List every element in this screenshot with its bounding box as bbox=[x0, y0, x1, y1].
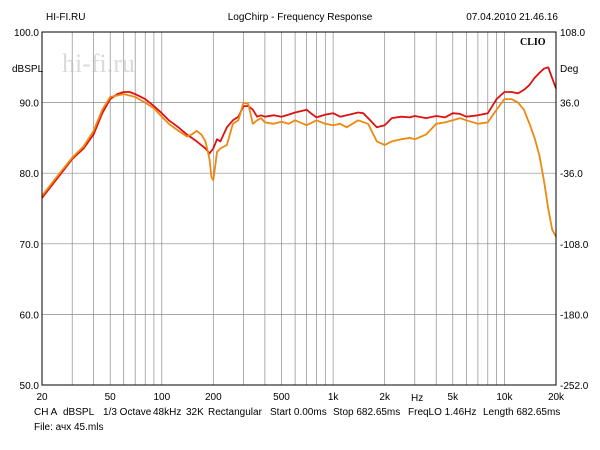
x-tick-label: 50 bbox=[105, 392, 117, 403]
y-tick-label-left: 60.0 bbox=[20, 310, 40, 321]
y-tick-label-right: 108.0 bbox=[560, 28, 585, 39]
x-tick-label: 20 bbox=[36, 392, 48, 403]
series-lines bbox=[41, 66, 557, 238]
axis-ticks: 20 50 100 200 500 1k 2k 5k 10k 20k 50.0 -252.0 60.0 -… bbox=[14, 28, 589, 403]
footer-freqlo: FreqLO 1.46Hz bbox=[408, 407, 477, 418]
y-tick-label-right: -36.0 bbox=[560, 169, 583, 180]
clio-brand-label: CLIO bbox=[520, 37, 546, 48]
footer-start: Start 0.00ms bbox=[270, 407, 327, 418]
header-left-label: HI-FI.RU bbox=[46, 12, 86, 23]
x-tick-label: 20k bbox=[548, 392, 565, 403]
timestamp: 07.04.2010 21.46.16 bbox=[466, 12, 558, 23]
footer-stop: Stop 682.65ms bbox=[333, 407, 401, 418]
footer-channel: CH A bbox=[34, 407, 58, 418]
series-line-2 bbox=[41, 93, 557, 238]
watermark-logo: hi-fi.ru bbox=[62, 49, 135, 78]
y-axis-right-label: Deg bbox=[560, 64, 578, 75]
x-axis-unit-label: Hz bbox=[411, 393, 423, 404]
footer-file: File: ачх 45.mls bbox=[34, 422, 104, 433]
plot-frame bbox=[41, 31, 557, 386]
y-tick-label-left: 90.0 bbox=[20, 99, 40, 110]
y-tick-label-right: -108.0 bbox=[560, 240, 589, 251]
x-tick-label: 1k bbox=[328, 392, 340, 403]
x-tick-label: 10k bbox=[496, 392, 513, 403]
footer-sample-rate: 48kHz bbox=[153, 407, 182, 418]
series-line-1 bbox=[41, 66, 557, 199]
footer-smoothing: 1/3 Octave bbox=[103, 407, 152, 418]
chart-title: LogChirp - Frequency Response bbox=[227, 12, 373, 23]
y-axis-left-label: dBSPL bbox=[12, 64, 44, 75]
footer-length: Length 682.65ms bbox=[483, 407, 561, 418]
y-tick-label-left: 80.0 bbox=[20, 169, 40, 180]
y-tick-label-right: -252.0 bbox=[560, 381, 589, 392]
footer-window: Rectangular bbox=[208, 407, 262, 418]
y-tick-label-left: 70.0 bbox=[20, 240, 40, 251]
x-tick-label: 500 bbox=[273, 392, 290, 403]
footer-unit: dBSPL bbox=[63, 407, 95, 418]
grid-lines bbox=[42, 32, 556, 385]
x-tick-label: 200 bbox=[205, 392, 222, 403]
x-tick-label: 2k bbox=[379, 392, 391, 403]
y-tick-label-left: 100.0 bbox=[14, 28, 39, 39]
y-tick-label-right: 36.0 bbox=[560, 99, 580, 110]
x-tick-label: 100 bbox=[153, 392, 170, 403]
y-tick-label-right: -180.0 bbox=[560, 310, 589, 321]
x-tick-label: 5k bbox=[448, 392, 460, 403]
footer-points: 32K bbox=[186, 407, 204, 418]
y-tick-label-left: 50.0 bbox=[20, 381, 40, 392]
